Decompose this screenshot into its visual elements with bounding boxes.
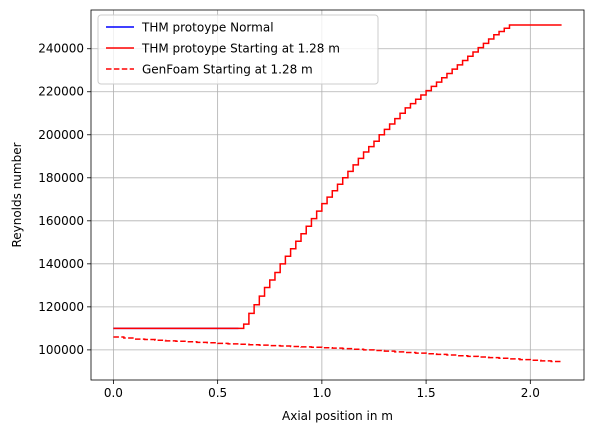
legend-label: THM protoype Normal	[141, 21, 274, 35]
y-tick-label: 120000	[38, 300, 84, 314]
y-tick-label: 140000	[38, 257, 84, 271]
x-tick-label: 1.5	[417, 386, 436, 400]
series-lines	[113, 24, 563, 363]
x-tick-label: 0.0	[104, 386, 123, 400]
series-line-2	[113, 336, 563, 363]
plot-frame	[90, 9, 585, 381]
series-line-1	[113, 24, 562, 330]
legend: THM protoype Normal THM protoype Starting…	[97, 14, 379, 85]
y-tick-label: 220000	[38, 85, 84, 99]
y-axis-label: Reynolds number	[10, 142, 24, 247]
y-tick-label: 200000	[38, 128, 84, 142]
y-tick-label: 100000	[38, 343, 84, 357]
legend-box	[97, 14, 379, 85]
y-tick-label: 180000	[38, 171, 84, 185]
y-tick-label: 240000	[38, 42, 84, 56]
x-tick-label: 2.0	[521, 386, 540, 400]
x-axis-label: Axial position in m	[282, 409, 393, 423]
x-tick-label: 1.0	[312, 386, 331, 400]
axis-ticks: 0.0 0.5 1.0 1.5 2.0 100000 120000 140000 160000 1…	[38, 42, 540, 400]
legend-label: GenFoam Starting at 1.28 m	[142, 63, 313, 77]
legend-label: THM protoype Starting at 1.28 m	[141, 42, 340, 56]
y-tick-label: 160000	[38, 214, 84, 228]
x-tick-label: 0.5	[208, 386, 227, 400]
